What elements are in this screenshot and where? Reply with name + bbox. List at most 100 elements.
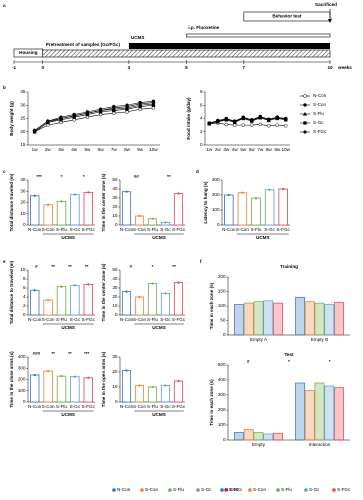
significance: *** — [36, 174, 42, 179]
bar — [147, 386, 158, 403]
x-tick-label: 8w — [124, 147, 131, 152]
x-tick-label: 10w — [282, 147, 291, 152]
panel-label: e — [3, 259, 6, 264]
y-tick-label: 200 — [18, 377, 26, 382]
bar — [334, 302, 344, 336]
significance: ** — [51, 264, 55, 269]
chart: 0 2 4 6 8 Food intake (g/day) 1w 2w 3w 4w 5w 6w 7w 8w… — [186, 89, 327, 152]
y-tick-label: 10 — [112, 213, 118, 218]
panel-label: f — [200, 259, 202, 264]
significance: ** — [172, 264, 176, 269]
bar — [56, 286, 67, 316]
marker — [241, 115, 246, 120]
marker — [138, 101, 143, 107]
y-tick-label: 150 — [218, 289, 226, 294]
x-tick-label: S-Gc — [70, 404, 81, 409]
bar-dot — [282, 187, 285, 191]
x-tick-label: 9w — [137, 147, 144, 152]
legend-swatch — [140, 488, 144, 492]
x-tick-label: S-FGc — [277, 227, 291, 232]
x-tick-label: Empty B — [311, 337, 328, 342]
y-tick-label: 100 — [18, 388, 26, 393]
x-tick-label: 1w — [206, 147, 213, 152]
timeline-tick-label: 7 — [243, 65, 246, 70]
y-tick-label: 30 — [20, 102, 26, 107]
bar — [30, 374, 40, 403]
bar — [173, 380, 184, 403]
legend-label: S-Con — [145, 487, 158, 492]
phase-label: Pretreatment of samples (Gc/FGc) — [46, 42, 121, 47]
x-tick-label: 4w — [232, 147, 239, 152]
bar-dot — [268, 188, 271, 191]
marker — [111, 105, 116, 111]
legend-swatch — [196, 488, 200, 492]
endpoint-arrowhead — [328, 19, 332, 23]
x-tick-label: S-Flu — [56, 317, 67, 322]
phase-label: Housing — [19, 50, 38, 55]
y-tick-label: 8 — [200, 89, 203, 94]
x-axis-label: UCMS — [61, 235, 75, 240]
bar-dot — [164, 221, 167, 224]
marker — [284, 124, 288, 128]
y-tick-label: 400 — [18, 354, 26, 359]
y-tick-label: 40 — [112, 186, 118, 191]
bar-dot — [125, 290, 128, 293]
x-tick-label: N-Con — [120, 404, 134, 409]
x-tick-label: S-Gc — [160, 317, 171, 322]
bar — [147, 283, 158, 316]
y-tick-label: 0 — [223, 437, 226, 442]
panel-label: a — [3, 3, 6, 8]
line — [209, 116, 286, 124]
x-tick-label: S-Flu — [56, 227, 67, 232]
y-tick-label: 300 — [18, 365, 26, 370]
marker — [207, 121, 212, 126]
bar-dot — [125, 190, 128, 193]
marker — [302, 111, 308, 116]
legend-label: N-Con — [225, 487, 239, 492]
bar-dot — [60, 285, 63, 288]
x-tick-label: 6w — [98, 147, 105, 152]
marker — [303, 121, 307, 125]
bar — [314, 382, 325, 441]
panel-label: c — [3, 169, 6, 174]
timeline-tick-label: 10 — [327, 65, 333, 70]
bar — [295, 296, 305, 336]
y-axis-label: Body weight (g) — [9, 101, 14, 136]
line — [209, 122, 286, 127]
y-tick-label: 10 — [20, 211, 26, 216]
x-tick-label: 2w — [45, 147, 52, 152]
y-tick-label: 200 — [212, 192, 220, 197]
bar — [134, 215, 145, 226]
x-tick-label: S-Con — [42, 227, 55, 232]
y-tick-label: 35 — [20, 89, 26, 94]
x-tick-label: Empty — [252, 442, 266, 447]
x-tick-label: S-Flu — [56, 404, 67, 409]
legend-swatch — [220, 488, 224, 492]
chart: 0 2 4 6 8 10 Total distance to traveled (m) N-C… — [9, 260, 95, 330]
phase-label: Behavior test — [272, 14, 302, 19]
bar — [83, 191, 93, 226]
bar-dot — [164, 384, 167, 387]
bar-dot — [177, 379, 180, 383]
marker — [124, 104, 130, 109]
y-tick-label: 100 — [212, 207, 220, 212]
y-tick-label: 50 — [112, 177, 118, 182]
x-tick-label: S-FGc — [172, 317, 186, 322]
legend-label: S-Flu — [281, 487, 292, 492]
bar — [83, 377, 93, 403]
significance: ** — [68, 264, 72, 269]
phase-label: i.p. Fluoxetine — [188, 25, 219, 30]
y-tick-label: 300 — [218, 392, 226, 397]
bar — [278, 188, 288, 226]
y-tick-label: 6 — [23, 285, 26, 290]
legend-swatch — [168, 488, 172, 492]
y-tick-label: 30 — [112, 354, 118, 359]
y-tick-label: 200 — [218, 274, 226, 279]
x-tick-label: S-Flu — [147, 227, 158, 232]
y-tick-label: 50 — [220, 318, 226, 323]
bar — [264, 189, 275, 226]
bar-dot — [138, 384, 141, 387]
legend-label: S-Gc — [313, 120, 324, 125]
x-tick-label: 4w — [71, 147, 78, 152]
